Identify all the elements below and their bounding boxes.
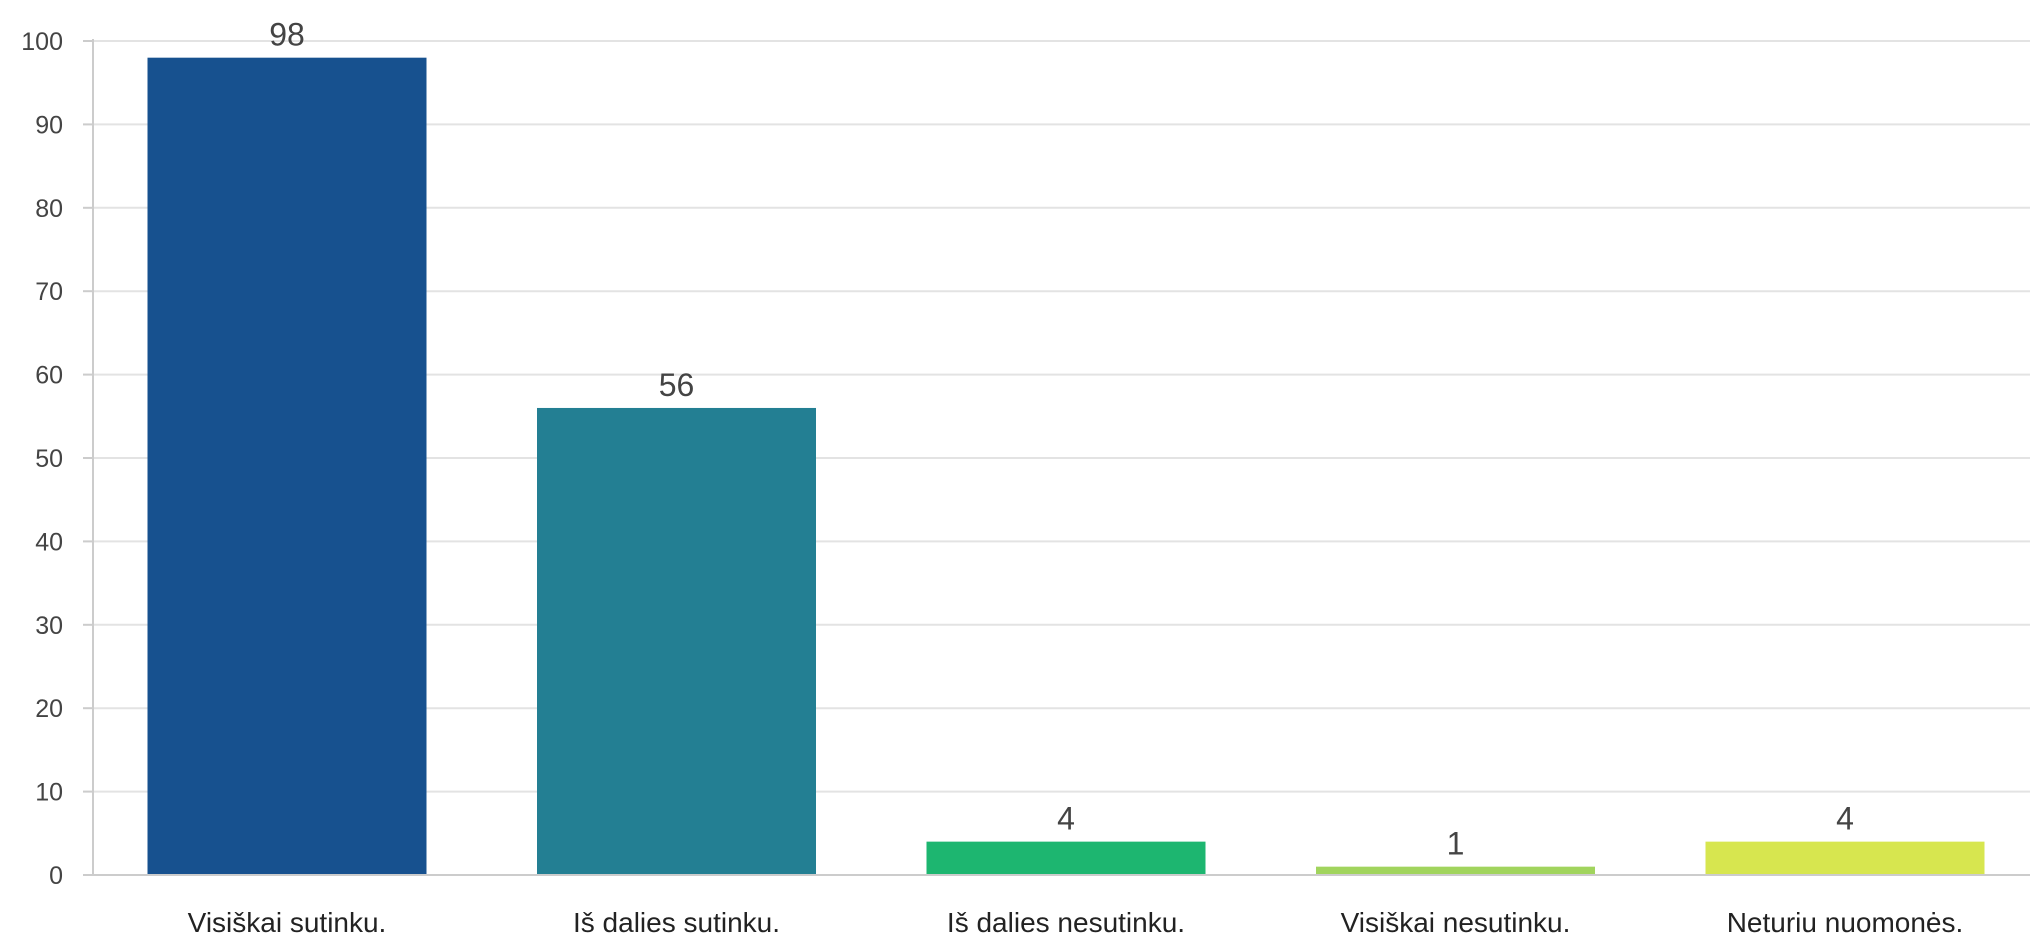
data-label: 1 (1447, 826, 1465, 862)
bar[interactable] (1705, 841, 1985, 875)
y-tick-label: 10 (35, 779, 63, 807)
bar[interactable] (926, 841, 1206, 875)
bar[interactable] (147, 57, 427, 876)
data-label: 4 (1836, 801, 1854, 837)
axis-layer (83, 39, 2030, 876)
y-tick-label: 70 (35, 278, 63, 306)
y-tick-label: 90 (35, 111, 63, 139)
labels-layer: 0 10 20 30 40 50 60 70 80 90 100 98 Visiškai sutinku… (21, 17, 1963, 936)
y-tick-label: 30 (35, 612, 63, 640)
bars-layer (147, 57, 1985, 876)
y-tick-label: 80 (35, 195, 63, 223)
y-tick-label: 0 (49, 862, 63, 890)
data-label: 56 (659, 367, 695, 403)
data-label: 4 (1057, 801, 1075, 837)
y-tick-label: 50 (35, 445, 63, 473)
bar[interactable] (1316, 866, 1595, 875)
x-category-label: Iš dalies nesutinku. (947, 907, 1185, 936)
y-tick-label: 20 (35, 695, 63, 723)
y-tick-label: 100 (21, 28, 63, 56)
x-category-label: Visiškai nesutinku. (1341, 907, 1571, 936)
x-category-label: Visiškai sutinku. (188, 907, 387, 936)
y-tick-label: 40 (35, 528, 63, 556)
x-category-label: Iš dalies sutinku. (573, 907, 780, 936)
y-tick-label: 60 (35, 362, 63, 390)
data-label: 98 (269, 17, 305, 53)
bar[interactable] (537, 407, 816, 875)
x-category-label: Neturiu nuomonės. (1727, 907, 1964, 936)
